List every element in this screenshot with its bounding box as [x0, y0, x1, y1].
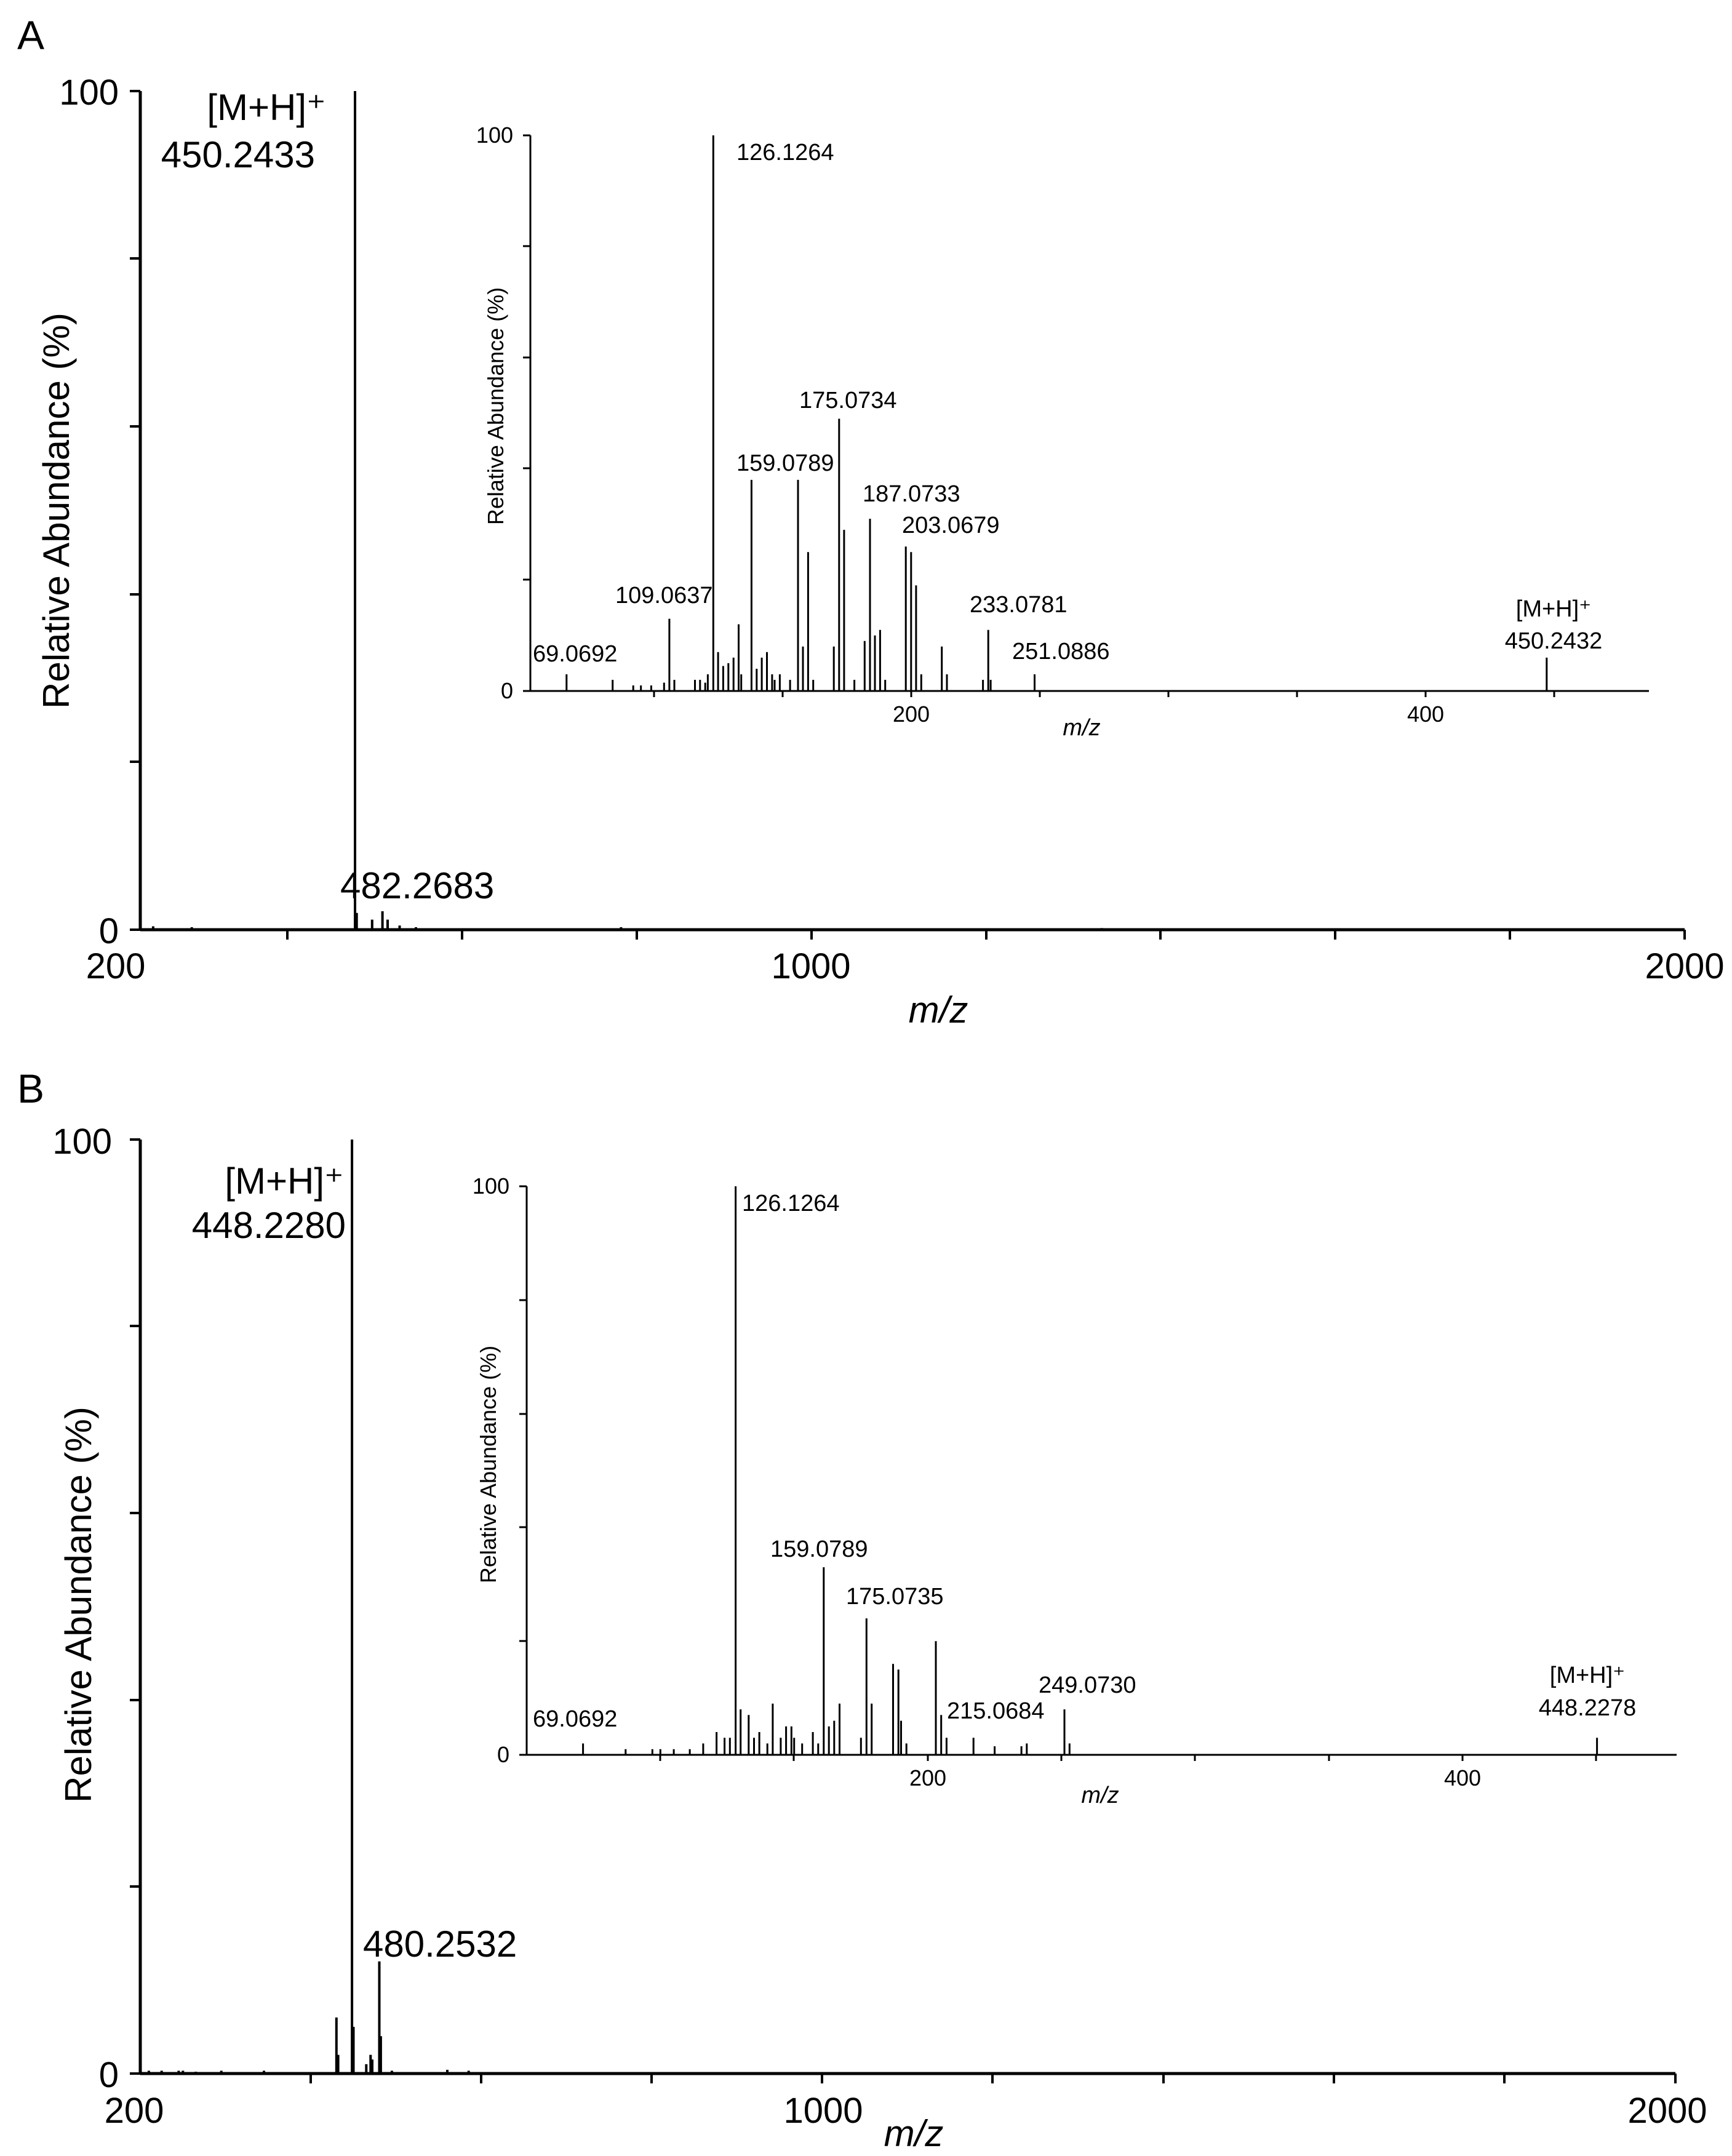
- panel-b-x-tick-200: 200: [105, 2091, 164, 2131]
- panel-b-inset-mh-label: [M+H]⁺: [1550, 1663, 1625, 1688]
- panel-a-inset-label-203: 203.0679: [902, 513, 1000, 538]
- panel-a-inset-label-159: 159.0789: [736, 450, 834, 476]
- panel-a-x-axis-label: m/z: [909, 989, 968, 1031]
- panel-b-main-axes: [130, 1138, 1677, 2083]
- panel-b-inset-label-249: 249.0730: [1039, 1672, 1136, 1698]
- panel-b-inset-label-215: 215.0684: [947, 1698, 1045, 1724]
- panel-a-main-axes: [130, 90, 1686, 940]
- panel-b-inset-x-tick-200: 200: [909, 1765, 946, 1791]
- panel-b-inset-y-axis-label: Relative Abundance (%): [476, 1346, 501, 1583]
- panel-a-main-peak-label-482: 482.2683: [340, 865, 494, 906]
- panel-a-inset-y-axis-label: Relative Abundance (%): [483, 287, 508, 525]
- panel-b-x-tick-1000: 1000: [783, 2091, 863, 2131]
- panel-a-y-tick-0: 0: [99, 911, 119, 951]
- panel-a-main-peak-label-450: 450.2433: [161, 134, 315, 175]
- panel-b-main-peak-label-448: 448.2280: [192, 1205, 346, 1246]
- panel-a-inset-peaks: [565, 135, 1548, 691]
- panel-b-inset-label-126: 126.1264: [742, 1191, 840, 1216]
- panel-b-inset-peaks: [582, 1186, 1598, 1755]
- panel-a-inset-x-tick-400: 400: [1407, 701, 1444, 727]
- panel-a-inset-axes: [523, 134, 1649, 697]
- panel-b-y-tick-0: 0: [99, 2055, 119, 2095]
- panel-b-inset-label-159: 159.0789: [770, 1536, 868, 1562]
- panel-label-b: B: [17, 1066, 44, 1111]
- panel-a-inset-label-69: 69.0692: [533, 641, 617, 667]
- panel-a-x-tick-200: 200: [86, 946, 146, 986]
- panel-b-inset-y-tick-100: 100: [473, 1173, 509, 1199]
- panel-a-inset-label-187: 187.0733: [863, 481, 960, 507]
- panel-b-inset-y-tick-0: 0: [497, 1742, 509, 1767]
- panel-label-a: A: [17, 12, 44, 58]
- panel-a-inset-y-tick-100: 100: [476, 122, 513, 148]
- panel-a-main-mh-label: [M+H]⁺: [207, 87, 325, 128]
- panel-a-inset-label-251: 251.0886: [1012, 639, 1110, 665]
- panel-a-y-tick-100: 100: [59, 73, 119, 113]
- panel-b-x-tick-2000: 2000: [1627, 2091, 1707, 2131]
- panel-b-inset-label-448: 448.2278: [1539, 1695, 1637, 1721]
- panel-b-main-mh-label: [M+H]⁺: [225, 1160, 343, 1202]
- panel-b-inset-label-69: 69.0692: [533, 1706, 617, 1732]
- panel-b-inset-axes: [519, 1185, 1677, 1761]
- panel-a-inset-label-450: 450.2432: [1505, 628, 1603, 654]
- panel-a-inset-label-175: 175.0734: [799, 388, 897, 413]
- panel-b-y-tick-100: 100: [52, 1122, 112, 1162]
- panel-a-inset-mh-label: [M+H]⁺: [1516, 596, 1591, 622]
- panel-a-x-tick-1000: 1000: [771, 946, 850, 986]
- panel-b-main-peaks: [147, 1140, 470, 2074]
- panel-a-x-tick-2000: 2000: [1645, 946, 1724, 986]
- panel-b-inset-x-axis-label: m/z: [1081, 1783, 1119, 1808]
- panel-a-inset-label-126: 126.1264: [736, 140, 834, 166]
- panel-a-inset-x-axis-label: m/z: [1063, 715, 1100, 741]
- panel-a-y-axis-label: Relative Abundance (%): [36, 313, 77, 709]
- panel-b-inset-label-175: 175.0735: [846, 1584, 944, 1610]
- panel-a-inset-label-233: 233.0781: [970, 592, 1068, 618]
- panel-a-main-peaks: [151, 91, 1103, 930]
- panel-b-main-peak-label-480: 480.2532: [363, 1923, 517, 1965]
- panel-a-inset-y-tick-0: 0: [501, 678, 513, 703]
- panel-b-y-axis-label: Relative Abundance (%): [58, 1407, 99, 1803]
- panel-b-x-axis-label: m/z: [884, 2113, 944, 2154]
- panel-b-inset-x-tick-400: 400: [1444, 1765, 1481, 1791]
- panel-a-inset-label-109: 109.0637: [615, 583, 713, 609]
- panel-a-inset-x-tick-200: 200: [893, 701, 930, 727]
